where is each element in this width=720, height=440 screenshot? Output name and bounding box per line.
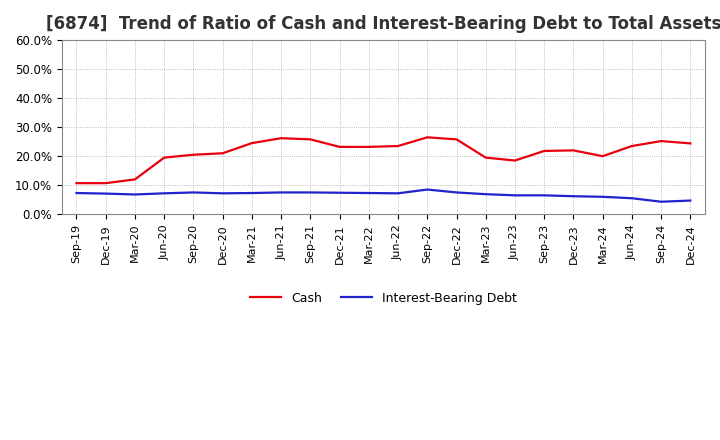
Cash — [482, 155, 490, 160]
Line: Interest-Bearing Debt: Interest-Bearing Debt — [76, 190, 690, 202]
Title: [6874]  Trend of Ratio of Cash and Interest-Bearing Debt to Total Assets: [6874] Trend of Ratio of Cash and Intere… — [46, 15, 720, 33]
Cash — [130, 177, 139, 182]
Interest-Bearing Debt — [540, 193, 549, 198]
Interest-Bearing Debt — [102, 191, 110, 196]
Interest-Bearing Debt — [394, 191, 402, 196]
Cash — [569, 148, 577, 153]
Interest-Bearing Debt — [306, 190, 315, 195]
Cash — [102, 180, 110, 186]
Cash — [189, 152, 198, 158]
Cash — [686, 141, 695, 146]
Line: Cash: Cash — [76, 137, 690, 183]
Interest-Bearing Debt — [657, 199, 665, 204]
Cash — [72, 180, 81, 186]
Cash — [276, 136, 285, 141]
Cash — [160, 155, 168, 160]
Interest-Bearing Debt — [452, 190, 461, 195]
Cash — [657, 139, 665, 144]
Cash — [218, 150, 227, 156]
Interest-Bearing Debt — [218, 191, 227, 196]
Cash — [336, 144, 344, 150]
Interest-Bearing Debt — [160, 191, 168, 196]
Interest-Bearing Debt — [598, 194, 607, 199]
Interest-Bearing Debt — [510, 193, 519, 198]
Interest-Bearing Debt — [423, 187, 431, 192]
Interest-Bearing Debt — [248, 191, 256, 196]
Cash — [423, 135, 431, 140]
Interest-Bearing Debt — [628, 196, 636, 201]
Cash — [306, 137, 315, 142]
Interest-Bearing Debt — [130, 192, 139, 197]
Interest-Bearing Debt — [686, 198, 695, 203]
Interest-Bearing Debt — [336, 190, 344, 195]
Interest-Bearing Debt — [276, 190, 285, 195]
Cash — [394, 143, 402, 149]
Interest-Bearing Debt — [364, 191, 373, 196]
Cash — [598, 154, 607, 159]
Cash — [248, 140, 256, 146]
Interest-Bearing Debt — [482, 191, 490, 197]
Interest-Bearing Debt — [569, 194, 577, 199]
Cash — [628, 143, 636, 149]
Cash — [540, 148, 549, 154]
Interest-Bearing Debt — [72, 191, 81, 196]
Cash — [510, 158, 519, 163]
Legend: Cash, Interest-Bearing Debt: Cash, Interest-Bearing Debt — [245, 286, 522, 310]
Cash — [364, 144, 373, 150]
Cash — [452, 137, 461, 142]
Interest-Bearing Debt — [189, 190, 198, 195]
